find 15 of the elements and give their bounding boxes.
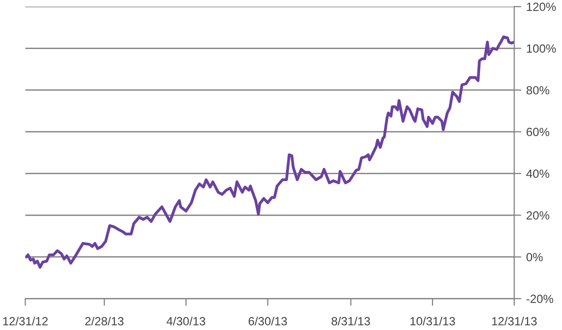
y-tick-label: 80% [526, 86, 550, 94]
x-tick-label: 4/30/13 [166, 316, 206, 326]
x-tick-label: 12/31/12 [3, 316, 48, 326]
y-tick-label: 20% [526, 211, 550, 220]
y-tick-label: 120% [526, 2, 556, 11]
x-tick-label: 6/30/13 [248, 316, 287, 326]
y-tick-label: -20% [526, 294, 554, 304]
y-tick-label: 40% [526, 170, 550, 178]
x-tick-label: 2/28/13 [85, 316, 124, 326]
x-tick-label: 8/31/13 [332, 316, 370, 326]
y-tick-label: 60% [526, 128, 550, 136]
y-tick-label: 100% [526, 44, 556, 53]
x-tick-label: 12/31/13 [492, 316, 537, 326]
x-tick-label: 10/31/13 [410, 316, 455, 326]
y-tick-label: 0% [526, 252, 543, 262]
